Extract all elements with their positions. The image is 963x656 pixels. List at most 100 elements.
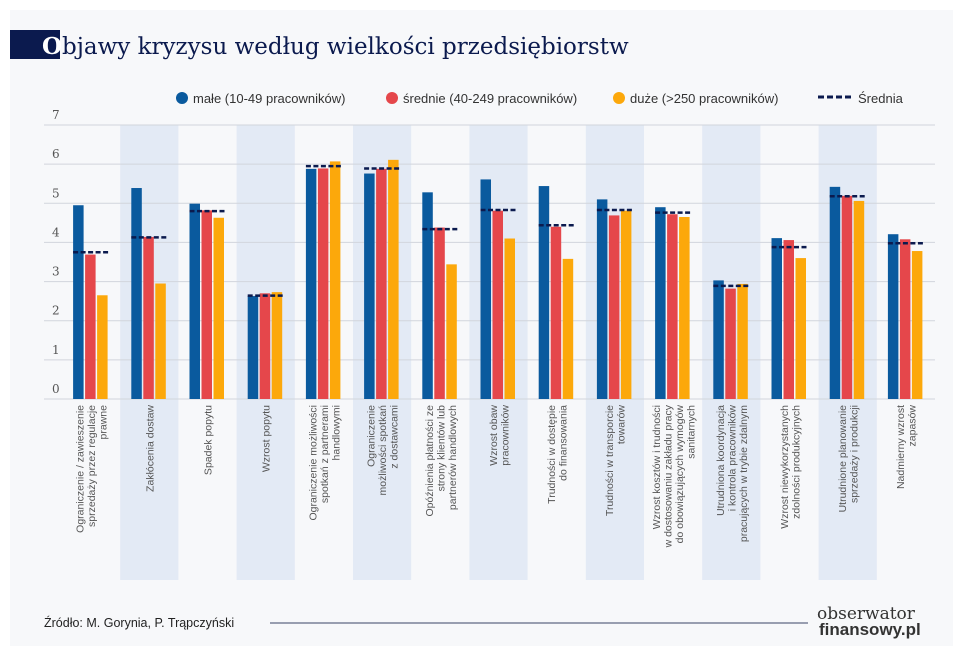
y-tick-label: 1 (52, 343, 60, 357)
bar-duze (155, 283, 166, 399)
bar-duze (97, 295, 108, 399)
category-label: zdolności produkcyjnych (790, 405, 802, 519)
category-label: Spadek popytu (203, 405, 215, 475)
legend-swatch-male (176, 92, 188, 104)
category-label: prawne (98, 405, 110, 440)
bar-srednie (317, 168, 329, 399)
bar-duze (737, 283, 748, 399)
category-label: spotkań z partnerami (319, 405, 331, 503)
category-label: Wzrost popytu (261, 405, 273, 472)
bar-male (829, 186, 841, 399)
bar-srednie (550, 226, 562, 399)
bar-male (73, 205, 84, 399)
bar-srednie (841, 195, 853, 399)
bar-srednie (783, 240, 794, 399)
svg-text:finansowy.pl: finansowy.pl (819, 620, 921, 639)
logo: obserwator finansowy.pl (817, 604, 921, 639)
bar-male (655, 207, 666, 399)
bar-duze (562, 258, 574, 399)
y-tick-label: 6 (52, 147, 60, 161)
category-label: Trudności w transporcie (604, 405, 616, 516)
svg-text:obserwator: obserwator (817, 604, 916, 624)
category-label: w dostosowaniu zakładu pracy (662, 404, 674, 548)
bar-srednie (608, 215, 620, 399)
bar-male (305, 168, 317, 399)
bar-duze (329, 161, 341, 399)
average-lines (73, 164, 924, 297)
bar-male (538, 186, 550, 399)
bar-duze (213, 217, 224, 399)
bar-duze (271, 292, 283, 399)
bar-srednie (434, 227, 445, 399)
bar-srednie (376, 168, 387, 399)
bar-srednie (899, 239, 911, 399)
bar-duze (679, 216, 690, 399)
category-label: sprzedaży przez regulacje (86, 405, 98, 527)
category-label: Wzrost niewykorzystanych (779, 405, 791, 529)
bar-male (713, 280, 724, 399)
category-label: do obowiązujących wymogów (674, 405, 686, 544)
category-label: i kontrola pracowników (726, 405, 738, 512)
legend-swatch-srednie (386, 92, 398, 104)
category-label: zapasów (907, 405, 919, 447)
bars (73, 159, 923, 399)
bar-srednie (143, 236, 154, 399)
bar-duze (446, 264, 457, 399)
category-label: sprzedaży i produkcji (848, 405, 860, 503)
source-text: Źródło: M. Gorynia, P. Trąpczyński (44, 615, 234, 630)
category-label: z dostawcami (389, 405, 401, 469)
bar-srednie (492, 210, 503, 399)
category-label: Ograniczenie możliwości (307, 405, 319, 521)
legend-label-average: Średnia (858, 91, 904, 106)
category-label: Utrudniona koordynacja (715, 405, 727, 516)
category-label: do finansowania (557, 405, 569, 481)
category-label: Nadmierny wzrost (895, 405, 907, 489)
bar-duze (911, 251, 923, 399)
category-label: możliwości spotkań (377, 405, 389, 496)
bar-duze (388, 159, 399, 399)
y-tick-label: 0 (52, 382, 60, 396)
legend-label-male: małe (10-49 pracowników) (193, 91, 345, 106)
bar-male (422, 192, 433, 399)
category-label: Ograniczenie / zawieszenie (75, 405, 87, 533)
bar-male (596, 199, 608, 399)
y-tick-label: 7 (52, 108, 60, 122)
bar-duze (795, 258, 806, 399)
y-tick-label: 4 (52, 225, 60, 239)
category-label: Utrudnione planowanie (837, 405, 849, 513)
bar-male (247, 296, 259, 399)
bar-srednie (259, 293, 271, 399)
category-labels: Ograniczenie / zawieszenie sprzedaży prze… (75, 404, 919, 548)
bar-srednie (201, 210, 212, 399)
category-label: sanitarnych (685, 405, 697, 459)
bar-duze (620, 210, 632, 399)
category-label: pracowników (499, 405, 511, 466)
category-label: handlowymi (330, 405, 342, 460)
legend-swatch-duze (613, 92, 625, 104)
y-tick-label: 3 (52, 265, 60, 279)
y-tick-label: 5 (52, 186, 60, 200)
legend-label-duze: duże (>250 pracowników) (630, 91, 779, 106)
bar-duze (853, 200, 865, 399)
chart-title: Objawy kryzysu według wielkości przedsię… (42, 33, 629, 60)
category-label: partnerów handlowych (447, 405, 459, 510)
bar-male (189, 203, 200, 399)
category-label: Zakłócenia dostaw (144, 405, 156, 492)
y-tick-label: 2 (52, 304, 60, 318)
bar-srednie (85, 254, 96, 399)
category-label: strony klientów lub (435, 405, 447, 492)
title-block (10, 30, 60, 59)
category-label: Opóźnienia płatności ze (424, 405, 436, 517)
bar-srednie (725, 288, 736, 399)
bar-male (887, 234, 899, 399)
bar-srednie (667, 214, 678, 399)
bar-male (364, 173, 375, 399)
category-label: pracujących w trybie zdalnym (738, 405, 750, 542)
legend: małe (10-49 pracowników) średnie (40-249… (176, 91, 904, 106)
bar-male (480, 179, 491, 399)
bar-male (131, 188, 142, 399)
category-label: Wzrost kosztów i trudności (651, 405, 663, 529)
bar-male (771, 238, 782, 399)
category-label: Wzrost obaw (488, 405, 500, 466)
